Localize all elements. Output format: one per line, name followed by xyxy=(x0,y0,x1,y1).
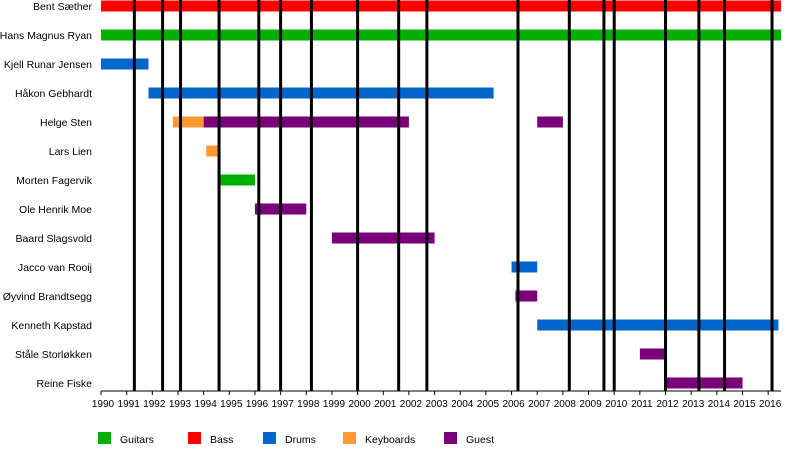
x-tick-label: 2008 xyxy=(554,399,577,410)
x-tick-label: 2005 xyxy=(477,399,500,410)
legend-label: Guest xyxy=(466,434,494,446)
x-tick-label: 2002 xyxy=(400,399,423,410)
legend-swatch xyxy=(343,432,356,444)
x-tick-label: 2013 xyxy=(682,399,705,410)
member-labels: Bent Sæther Hans Magnus Ryan Kjell Runar J… xyxy=(0,1,93,390)
x-tick-label: 2009 xyxy=(579,399,602,410)
bar-guest xyxy=(665,377,743,389)
legend-label: Keyboards xyxy=(365,434,415,446)
x-tick-label: 2007 xyxy=(528,399,551,410)
x-tick-label: 2001 xyxy=(374,399,397,410)
member-label: Baard Slagsvold xyxy=(16,233,93,245)
legend-label: Bass xyxy=(210,434,233,446)
x-tick-label: 1994 xyxy=(195,399,218,410)
member-label: Kjell Runar Jensen xyxy=(4,59,92,71)
bar-guest xyxy=(331,232,435,244)
x-tick-label: 1998 xyxy=(297,399,320,410)
x-tick-label: 1990 xyxy=(92,399,115,410)
member-label: Håkon Gebhardt xyxy=(15,88,92,100)
x-tick-label: 2014 xyxy=(708,399,731,410)
x-tick-label: 2004 xyxy=(451,399,474,410)
x-tick-label: 1991 xyxy=(118,399,141,410)
legend-swatch xyxy=(263,432,276,444)
event-lines-layer xyxy=(132,0,774,391)
member-label: Morten Fagervik xyxy=(16,175,93,187)
bar-keyboards xyxy=(206,145,218,157)
bar-guitars xyxy=(101,29,781,41)
bar-bass xyxy=(101,0,781,12)
legend-swatch xyxy=(444,432,457,444)
x-tick-label: 2012 xyxy=(656,399,679,410)
legend-label: Guitars xyxy=(120,434,154,446)
member-label: Øyvind Brandtsegg xyxy=(3,291,92,303)
member-label: Bent Sæther xyxy=(33,1,92,13)
bar-keyboards xyxy=(172,116,204,128)
x-tick-label: 1999 xyxy=(323,399,346,410)
legend-swatch xyxy=(188,432,201,444)
member-label: Ståle Storløkken xyxy=(15,349,92,361)
legend: Guitars Bass Drums Keyboards Guest xyxy=(98,432,494,446)
x-tick-label: 2015 xyxy=(733,399,756,410)
member-label: Lars Lien xyxy=(49,146,92,158)
bar-drums xyxy=(101,58,149,70)
member-label: Ole Henrik Moe xyxy=(19,204,92,216)
x-tick-label: 2010 xyxy=(605,399,628,410)
x-tick-label: 2016 xyxy=(759,399,782,410)
member-label: Jacco van Rooij xyxy=(18,262,92,274)
x-tick-label: 2006 xyxy=(502,399,525,410)
x-tick-label: 2011 xyxy=(631,399,653,410)
legend-swatch xyxy=(98,432,111,444)
x-tick-label: 1992 xyxy=(143,399,166,410)
member-label: Reine Fiske xyxy=(37,378,93,390)
bars-layer xyxy=(101,0,781,389)
bar-guest xyxy=(639,348,666,360)
x-tick-label: 1995 xyxy=(220,399,243,410)
bar-guest xyxy=(537,116,563,128)
bar-drums xyxy=(511,261,538,273)
x-tick-label: 1997 xyxy=(271,399,294,410)
bar-guest xyxy=(515,290,538,302)
x-tick-label: 1996 xyxy=(246,399,269,410)
bar-guest xyxy=(203,116,409,128)
member-label: Kenneth Kapstad xyxy=(11,320,92,332)
member-label: Hans Magnus Ryan xyxy=(0,30,92,42)
bar-guitars xyxy=(217,174,255,186)
x-tick-label: 2003 xyxy=(425,399,448,410)
bar-drums xyxy=(148,87,494,99)
member-label: Helge Sten xyxy=(40,117,92,129)
bar-drums xyxy=(537,319,779,331)
legend-label: Drums xyxy=(285,434,316,446)
x-axis: 1990 1991 1992 1993 1994 1995 1996 1997 1998 1999… xyxy=(92,390,782,410)
x-tick-label: 1993 xyxy=(169,399,192,410)
x-tick-label: 2000 xyxy=(348,399,371,410)
